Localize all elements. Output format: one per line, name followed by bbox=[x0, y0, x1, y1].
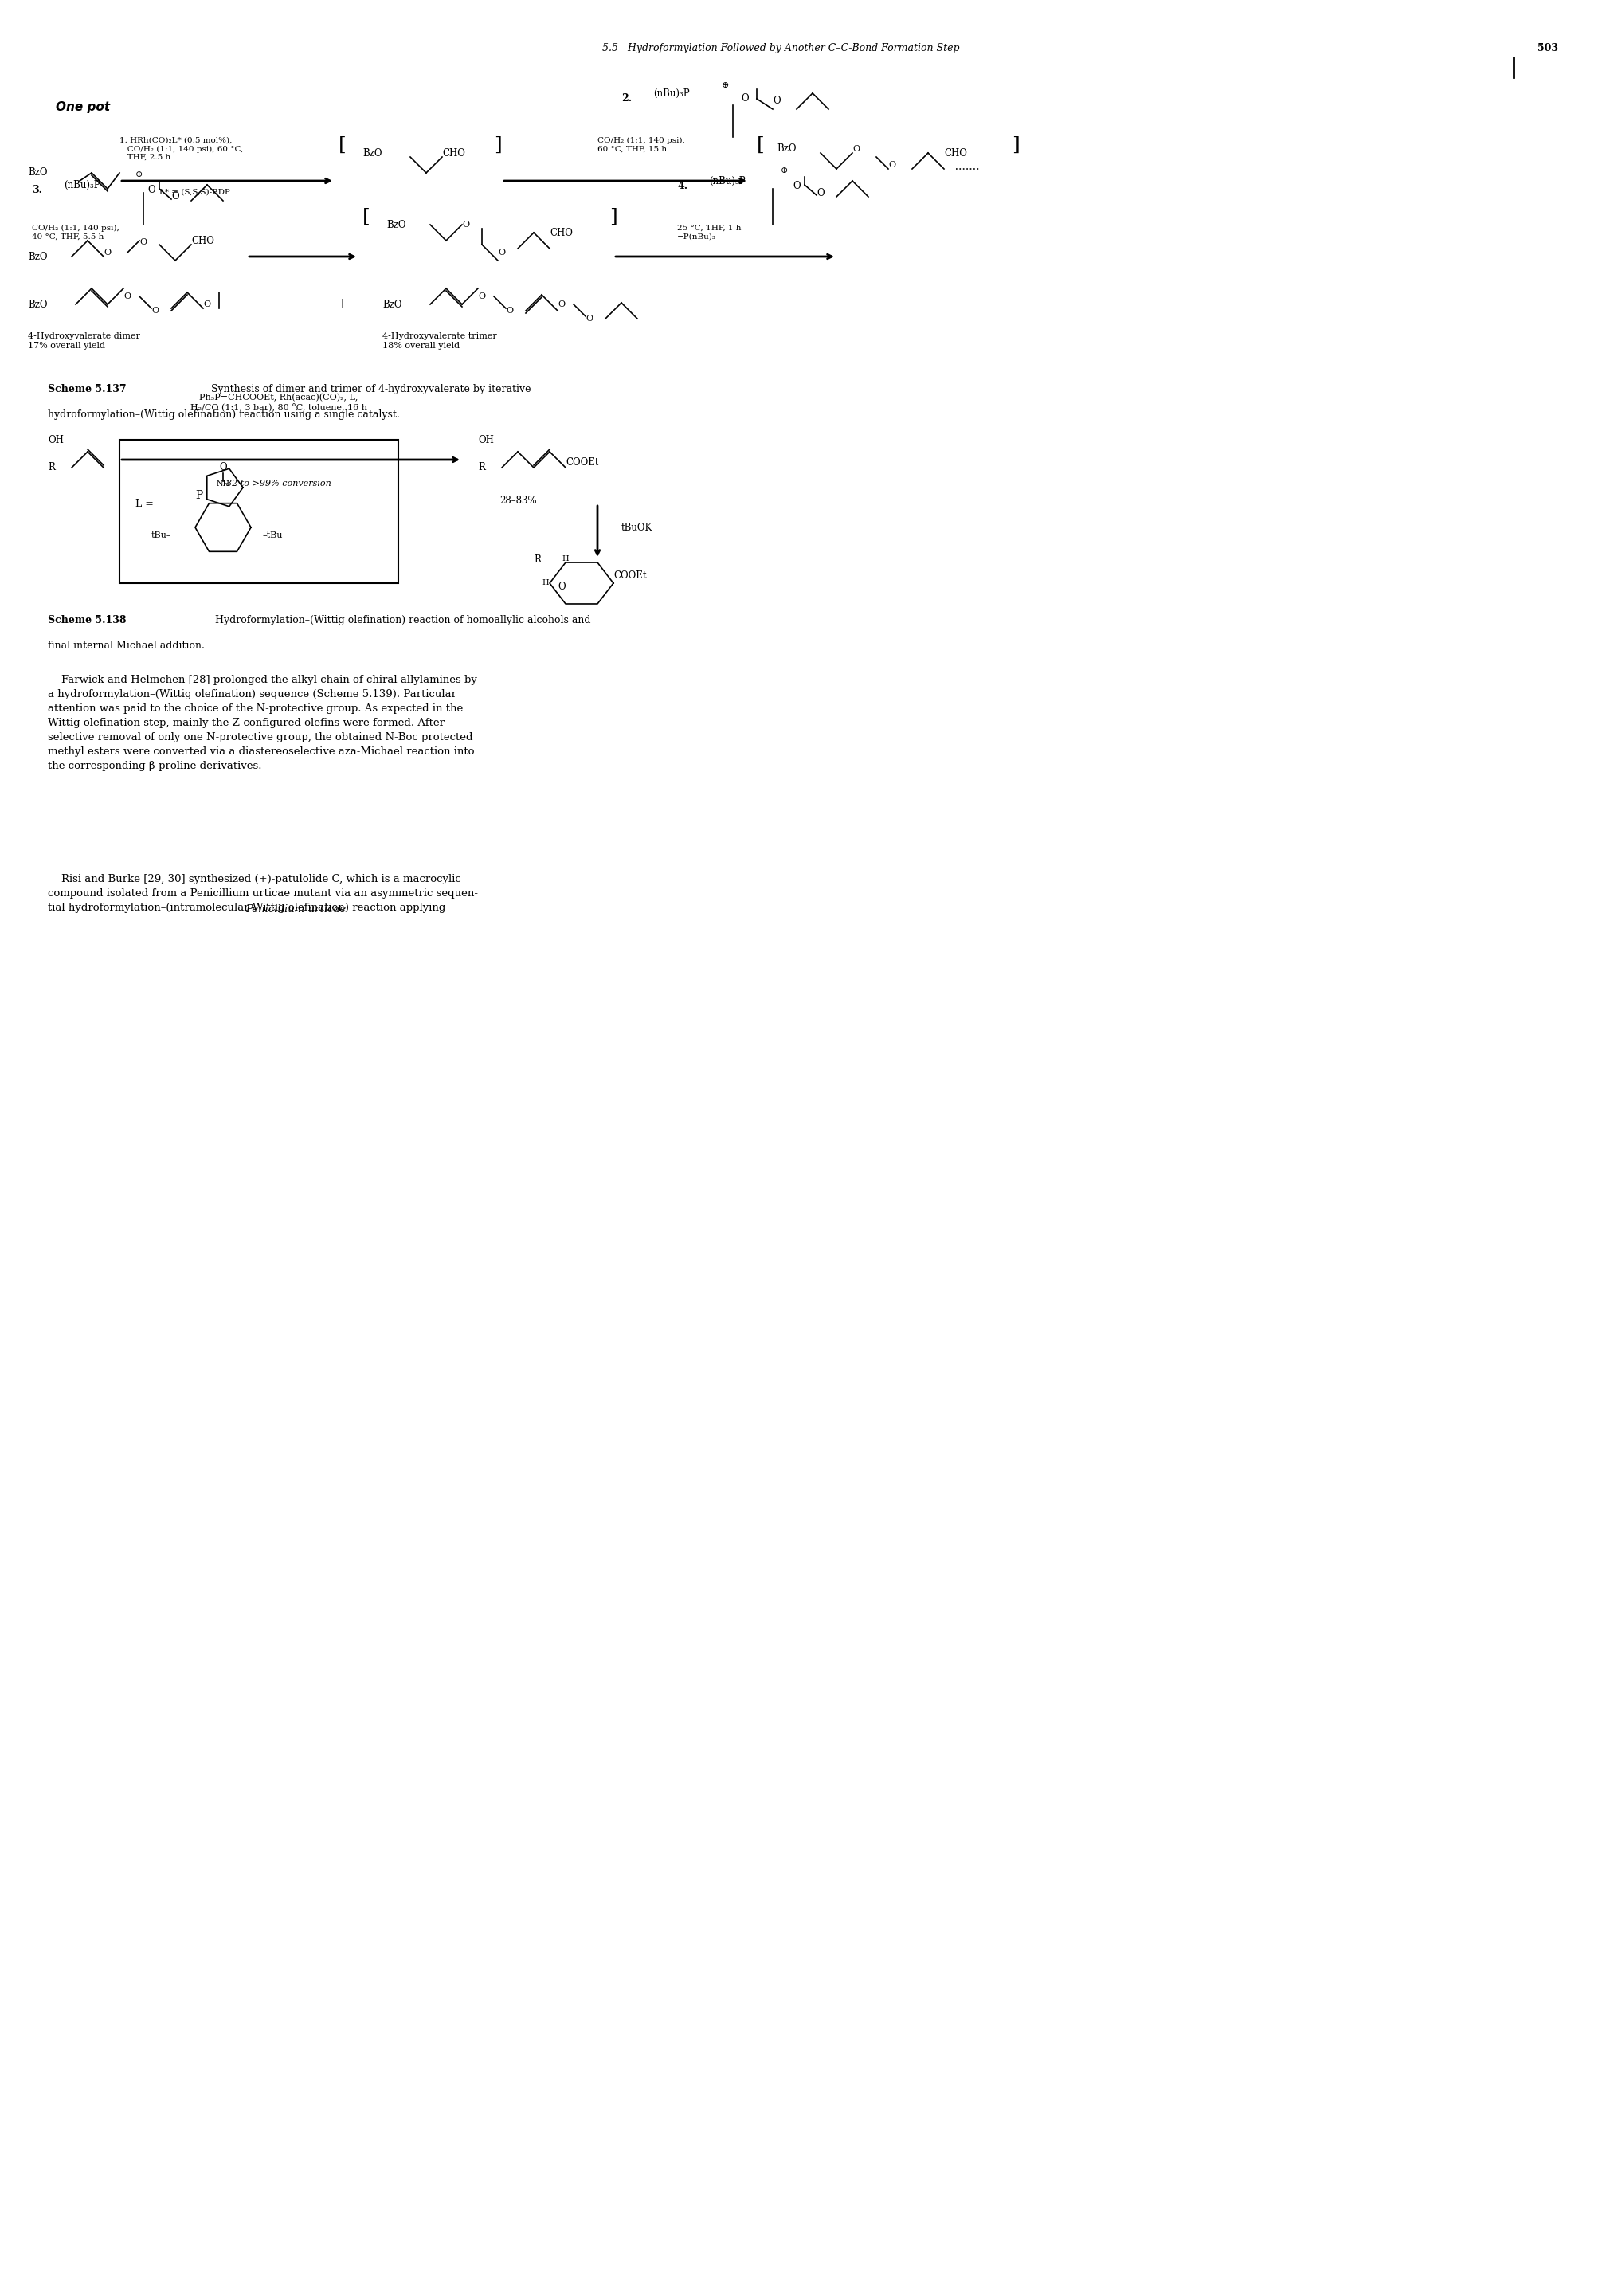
Text: Synthesis of dimer and trimer of 4-hydroxyvalerate by iterative: Synthesis of dimer and trimer of 4-hydro… bbox=[211, 383, 530, 395]
Text: O: O bbox=[461, 220, 469, 230]
Text: O: O bbox=[104, 248, 111, 257]
Text: O: O bbox=[772, 96, 780, 106]
Text: L* = (S,S,S)-BDP: L* = (S,S,S)-BDP bbox=[159, 188, 231, 195]
Text: O: O bbox=[477, 292, 485, 301]
Text: NH: NH bbox=[216, 480, 229, 487]
Text: O: O bbox=[498, 248, 505, 257]
Text: H: H bbox=[562, 556, 569, 563]
Text: O: O bbox=[557, 581, 566, 592]
Text: R: R bbox=[477, 461, 485, 473]
Text: ⊕: ⊕ bbox=[721, 80, 729, 90]
Text: BzO: BzO bbox=[383, 298, 402, 310]
Text: (nBu)₃P: (nBu)₃P bbox=[64, 179, 99, 191]
Text: One pot: One pot bbox=[56, 101, 111, 113]
Text: ⊕: ⊕ bbox=[780, 168, 788, 174]
Text: O: O bbox=[557, 301, 566, 308]
Text: O: O bbox=[147, 184, 155, 195]
Text: [: [ bbox=[756, 135, 764, 154]
Text: O: O bbox=[171, 191, 179, 202]
Text: CHO: CHO bbox=[191, 236, 215, 246]
Text: O: O bbox=[203, 301, 210, 308]
Text: BzO: BzO bbox=[386, 220, 405, 230]
Text: (nBu)₃P: (nBu)₃P bbox=[654, 87, 689, 99]
Text: CO/H₂ (1:1, 140 psi),
60 °C, THF, 15 h: CO/H₂ (1:1, 140 psi), 60 °C, THF, 15 h bbox=[598, 138, 686, 152]
Text: BzO: BzO bbox=[777, 145, 796, 154]
Text: COOEt: COOEt bbox=[614, 569, 647, 581]
Text: 4-Hydroxyvalerate trimer
18% overall yield: 4-Hydroxyvalerate trimer 18% overall yie… bbox=[383, 333, 497, 349]
Text: 4-Hydroxyvalerate dimer
17% overall yield: 4-Hydroxyvalerate dimer 17% overall yiel… bbox=[27, 333, 139, 349]
Text: Farwick and Helmchen [28] prolonged the alkyl chain of chiral allylamines by
a h: Farwick and Helmchen [28] prolonged the … bbox=[48, 675, 477, 771]
Text: CHO: CHO bbox=[944, 147, 968, 158]
Text: OH: OH bbox=[48, 434, 64, 445]
Text: 28–83%: 28–83% bbox=[500, 496, 537, 505]
Text: O: O bbox=[139, 239, 147, 246]
Text: Hydroformylation–(Wittig olefination) reaction of homoallylic alcohols and: Hydroformylation–(Wittig olefination) re… bbox=[215, 615, 591, 625]
Text: ⊕: ⊕ bbox=[136, 170, 143, 179]
Text: 2.: 2. bbox=[622, 94, 631, 103]
Text: O: O bbox=[506, 308, 513, 315]
Text: O: O bbox=[219, 461, 227, 473]
Text: (nBu)₃P: (nBu)₃P bbox=[710, 177, 745, 186]
Text: [: [ bbox=[338, 135, 346, 154]
Text: 503: 503 bbox=[1538, 44, 1559, 53]
Text: Ph₃P=CHCOOEt, Rh(acac)(CO)₂, L,
H₂/CO (1:1, 3 bar), 80 °C, toluene, 16 h: Ph₃P=CHCOOEt, Rh(acac)(CO)₂, L, H₂/CO (1… bbox=[191, 395, 367, 411]
Text: H: H bbox=[541, 579, 548, 588]
Text: Scheme 5.138: Scheme 5.138 bbox=[48, 615, 127, 625]
Text: 25 °C, THF, 1 h
−P(nBu)₃: 25 °C, THF, 1 h −P(nBu)₃ bbox=[678, 225, 742, 241]
Text: O: O bbox=[852, 145, 860, 154]
Text: Penicillium urticae: Penicillium urticae bbox=[245, 905, 346, 914]
Text: CHO: CHO bbox=[442, 147, 465, 158]
Text: ]: ] bbox=[493, 135, 501, 154]
Text: O: O bbox=[817, 188, 823, 197]
Text: 3.: 3. bbox=[32, 184, 42, 195]
Text: COOEt: COOEt bbox=[566, 457, 599, 468]
Text: tBuOK: tBuOK bbox=[622, 521, 652, 533]
Text: final internal Michael addition.: final internal Michael addition. bbox=[48, 641, 205, 650]
FancyBboxPatch shape bbox=[120, 441, 399, 583]
Text: Scheme 5.137: Scheme 5.137 bbox=[48, 383, 127, 395]
Text: tBu–: tBu– bbox=[151, 530, 171, 540]
Text: R: R bbox=[48, 461, 54, 473]
Text: P: P bbox=[195, 489, 203, 501]
Text: R: R bbox=[533, 553, 541, 565]
Text: OH: OH bbox=[477, 434, 493, 445]
Text: CHO: CHO bbox=[549, 227, 572, 239]
Text: BzO: BzO bbox=[27, 298, 48, 310]
Text: [: [ bbox=[362, 207, 370, 225]
Text: L =: L = bbox=[136, 498, 154, 510]
Text: O: O bbox=[888, 161, 896, 170]
Text: –tBu: –tBu bbox=[263, 530, 284, 540]
Text: O: O bbox=[793, 181, 801, 191]
Text: 32 to >99% conversion: 32 to >99% conversion bbox=[226, 480, 332, 487]
Text: 1. HRh(CO)₂L* (0.5 mol%),
   CO/H₂ (1:1, 140 psi), 60 °C,
   THF, 2.5 h: 1. HRh(CO)₂L* (0.5 mol%), CO/H₂ (1:1, 14… bbox=[120, 138, 244, 161]
Text: ]: ] bbox=[609, 207, 617, 225]
Text: O: O bbox=[151, 308, 159, 315]
Text: BzO: BzO bbox=[27, 168, 48, 179]
Text: ]: ] bbox=[1012, 135, 1019, 154]
Text: CO/H₂ (1:1, 140 psi),
40 °C, THF, 5.5 h: CO/H₂ (1:1, 140 psi), 40 °C, THF, 5.5 h bbox=[32, 225, 119, 241]
Text: hydroformylation–(Wittig olefination) reaction using a single catalyst.: hydroformylation–(Wittig olefination) re… bbox=[48, 409, 400, 420]
Text: BzO: BzO bbox=[27, 250, 48, 262]
Text: O: O bbox=[123, 292, 131, 301]
Text: +: + bbox=[336, 296, 349, 312]
Text: BzO: BzO bbox=[362, 147, 381, 158]
Text: 5.5   Hydroformylation Followed by Another C–C-Bond Formation Step: 5.5 Hydroformylation Followed by Another… bbox=[602, 44, 960, 53]
Text: Risi and Burke [29, 30] synthesized (+)-patulolide C, which is a macrocylic
comp: Risi and Burke [29, 30] synthesized (+)-… bbox=[48, 875, 477, 914]
Text: O: O bbox=[740, 94, 748, 103]
Text: 4.: 4. bbox=[678, 181, 687, 191]
Text: O: O bbox=[585, 315, 593, 324]
